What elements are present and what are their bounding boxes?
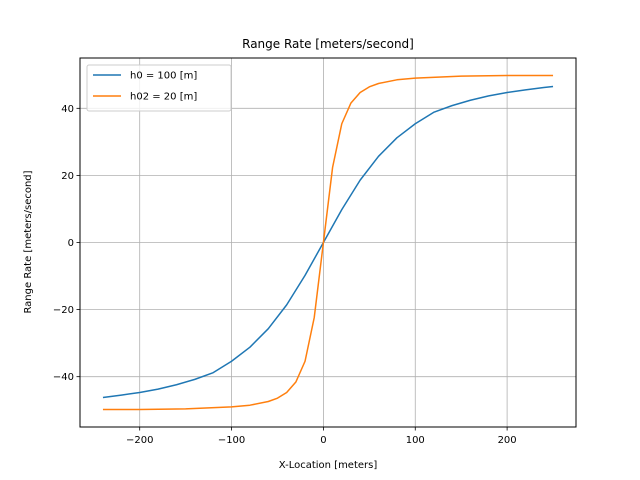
- legend: h0 = 100 [m] h02 = 20 [m]: [86, 64, 232, 112]
- x-tick-label: 0: [320, 435, 326, 446]
- y-tick-label: −20: [53, 305, 74, 316]
- legend-box: [86, 64, 232, 112]
- chart-title: Range Rate [meters/second]: [242, 37, 414, 51]
- y-axis-title: Range Rate [meters/second]: [23, 170, 34, 313]
- legend-label-1: h02 = 20 [m]: [130, 92, 197, 103]
- y-tick-label: 0: [68, 238, 74, 249]
- x-tick-label: 100: [406, 435, 425, 446]
- y-tick-label: 20: [61, 171, 74, 182]
- x-tick-label: 200: [498, 435, 517, 446]
- y-tick-label: −40: [53, 372, 74, 383]
- x-tick-label: −200: [126, 435, 153, 446]
- series-line-1: [102, 74, 554, 411]
- y-tick-label: 40: [61, 104, 74, 115]
- x-tick-label: −100: [218, 435, 245, 446]
- x-axis-title: X-Location [meters]: [279, 460, 378, 471]
- series-line-0: [102, 85, 554, 399]
- legend-label-0: h0 = 100 [m]: [130, 71, 197, 82]
- series-lines: [102, 74, 554, 411]
